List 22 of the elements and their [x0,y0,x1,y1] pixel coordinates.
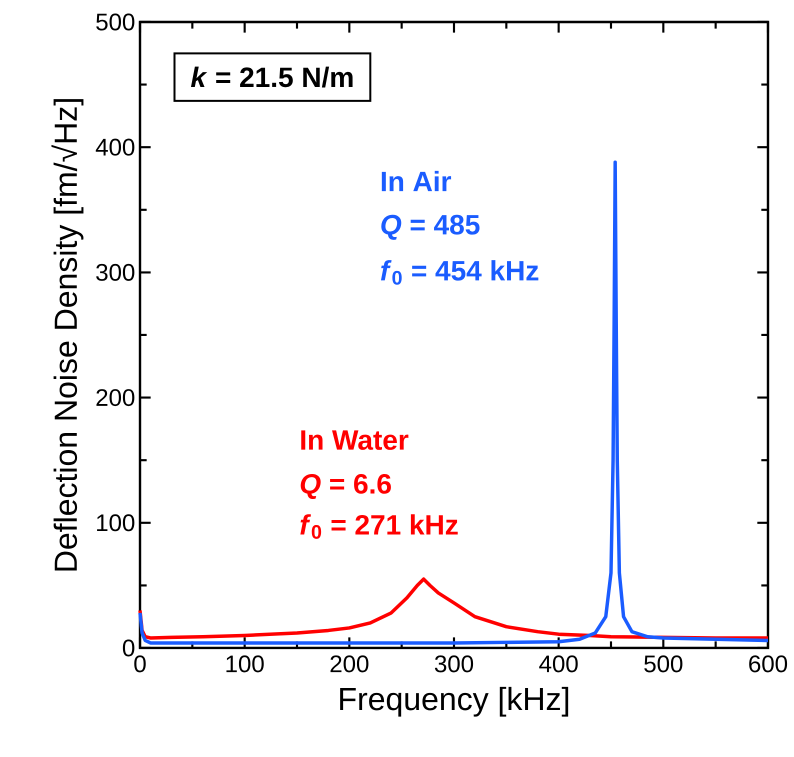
y-tick-label: 0 [122,639,134,656]
annotation: Q = 6.6 [300,474,391,499]
x-axis-title: Frequency [kHz] [340,686,568,717]
x-tick-label: 100 [226,655,264,672]
annotation: k = 21.5 N/m [190,66,353,88]
x-tick-label: 300 [434,655,474,672]
x-tick-label: 0 [134,655,146,672]
annotation: f$_{0}$ = 454 kHz [380,260,538,285]
text: In Water [301,430,408,450]
text: In Air [382,170,452,192]
y-tick-label: 300 [96,264,134,281]
x-tick-label: 200 [330,655,368,672]
y-axis-title: Deflection Noise Density [fm/√Hz] [51,99,84,571]
x-tick-label: 500 [644,655,682,672]
y-tick-label: 100 [97,514,134,532]
y-tick-label: 500 [96,13,134,30]
y-tick-label: 400 [96,138,134,156]
y-tick-label: 200 [96,389,134,406]
x-tick-label: 400 [539,655,578,672]
annotation: f$_{0}$ = 271 kHz [300,514,458,539]
x-tick-label: 600 [749,655,788,672]
annotation: Q = 485 [381,214,480,240]
